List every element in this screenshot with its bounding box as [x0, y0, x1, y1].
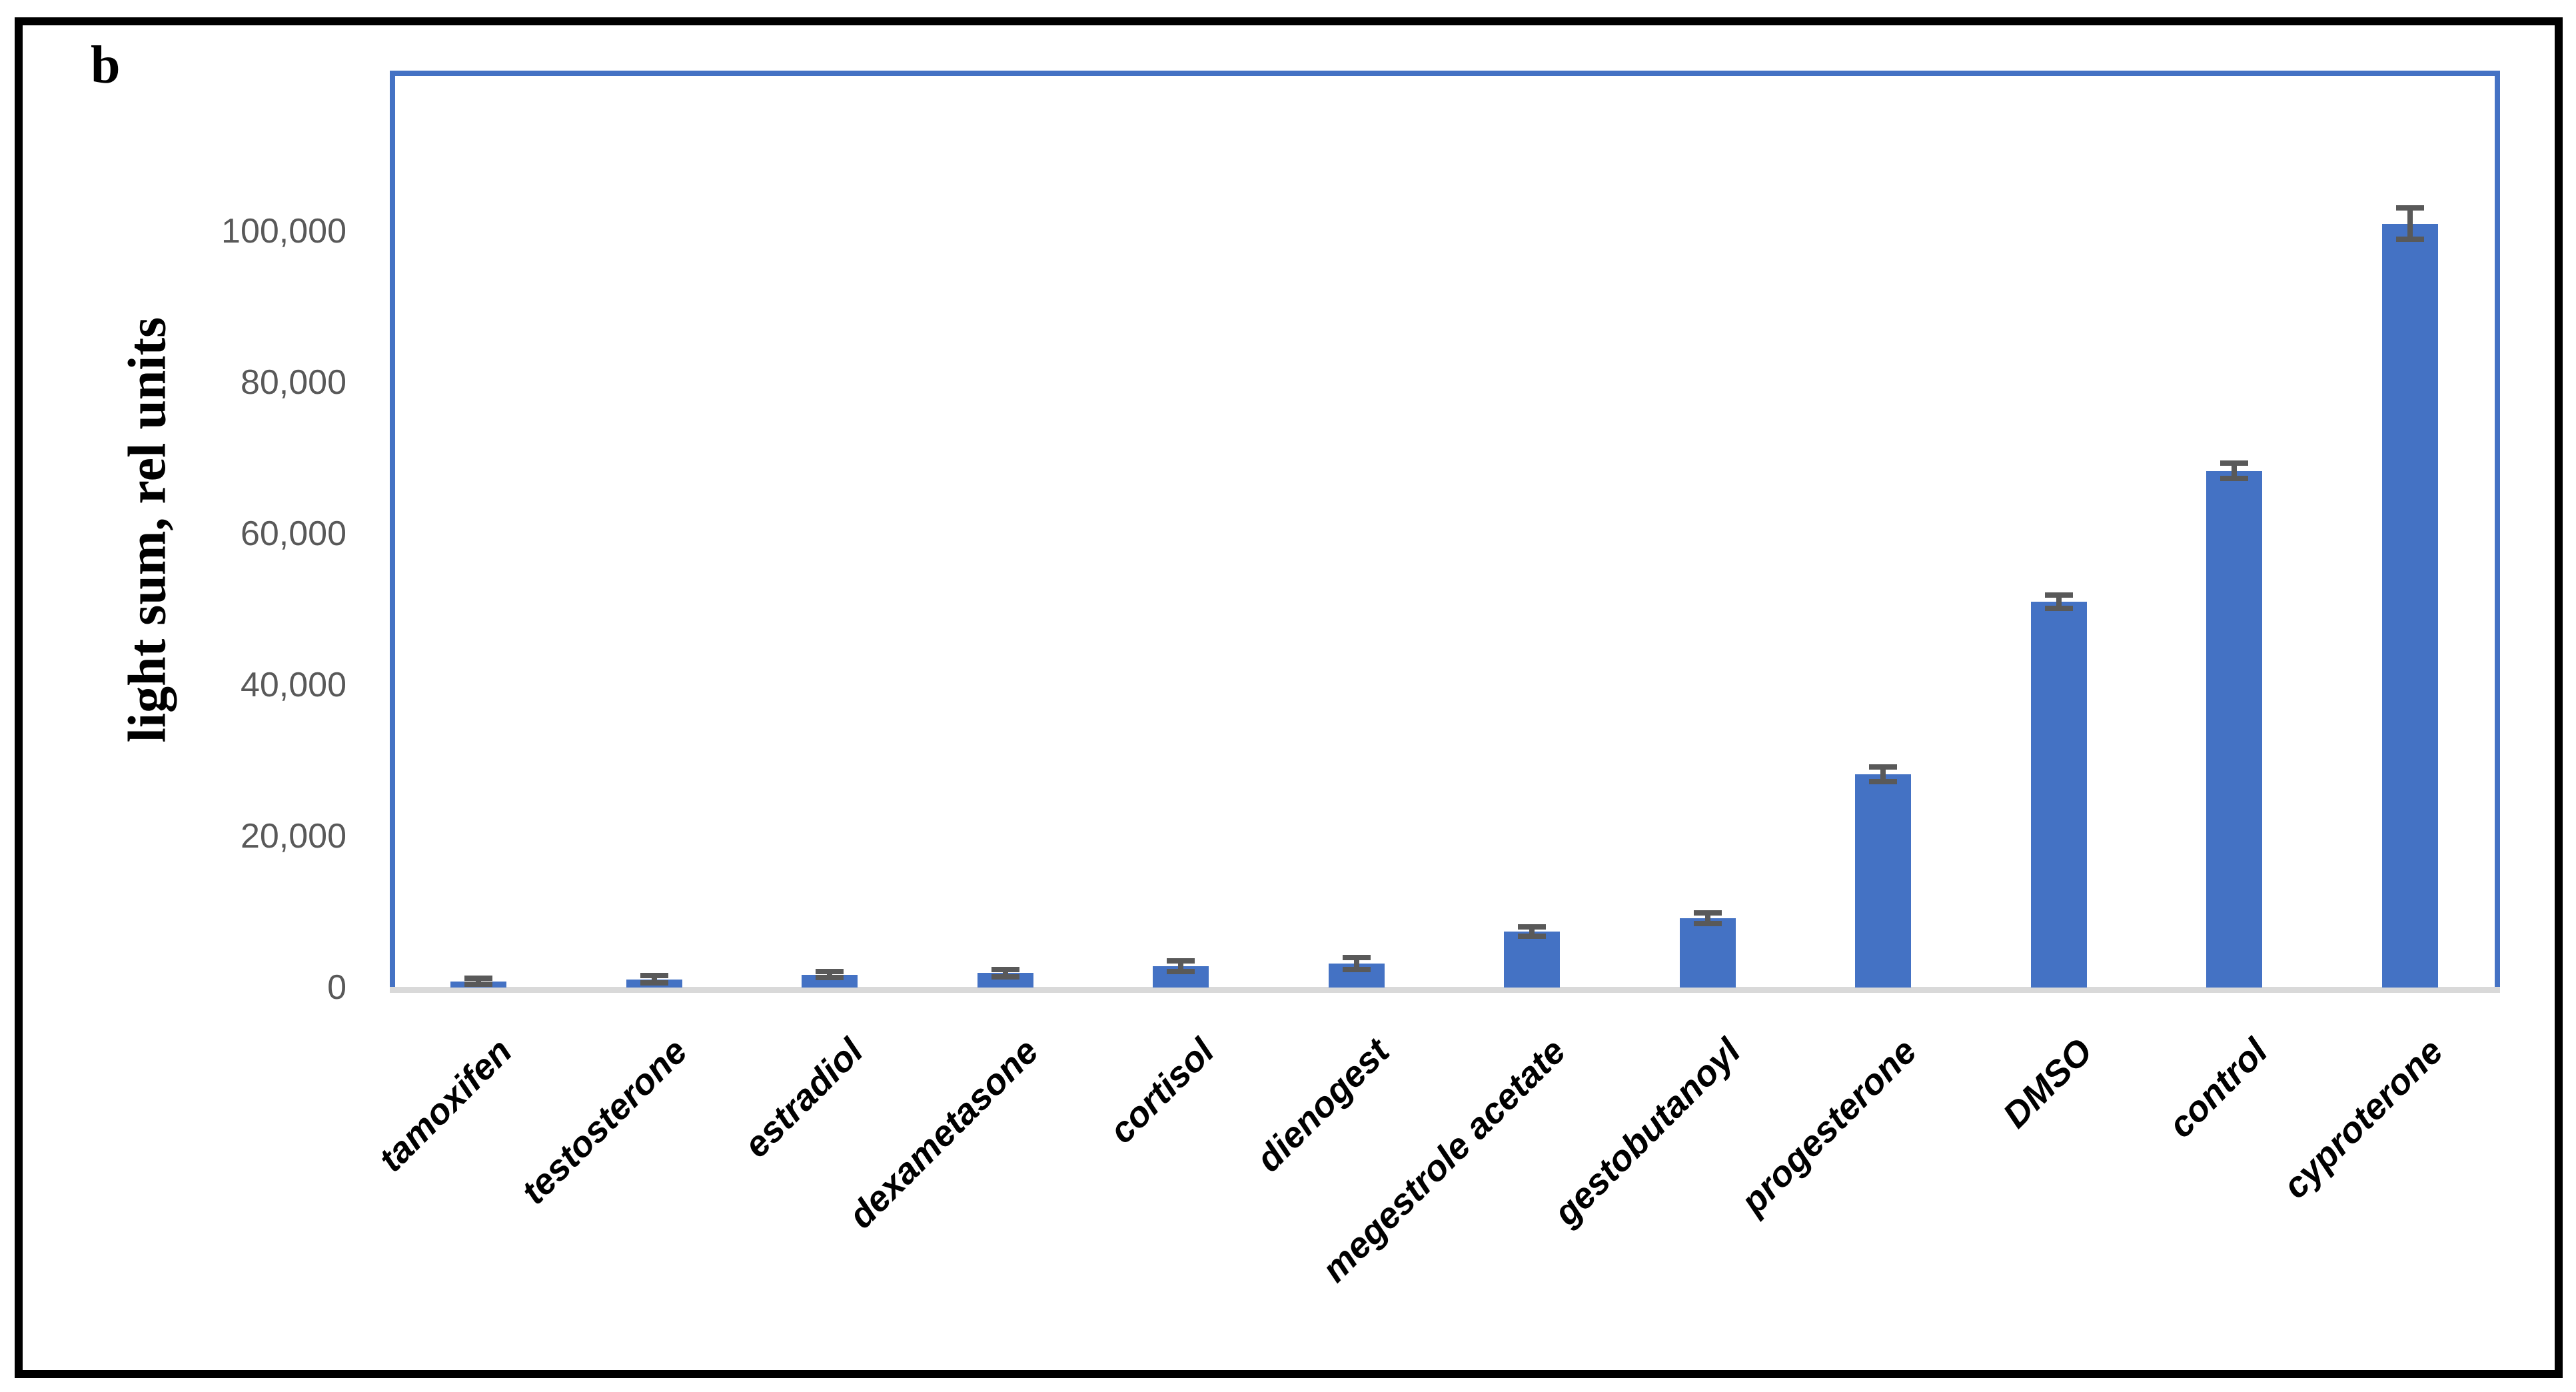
- x-axis-line: [390, 987, 2500, 993]
- y-tick-label: 40,000: [240, 666, 346, 704]
- error-bar-cap-top: [1342, 954, 1371, 960]
- bar: [2206, 470, 2262, 988]
- error-bar-stem: [2407, 207, 2413, 240]
- y-tick-label: 80,000: [240, 363, 346, 402]
- error-bar-stem: [2232, 463, 2237, 479]
- plot-area-border: [390, 71, 2500, 988]
- y-tick-label: 100,000: [221, 212, 346, 251]
- panel-label: b: [91, 36, 121, 95]
- error-bar-cap-bottom: [1342, 966, 1371, 972]
- error-bar-cap-bottom: [1693, 920, 1722, 926]
- bar: [1504, 932, 1560, 988]
- error-bar-cap-bottom: [2220, 476, 2248, 482]
- error-bar-stem: [1704, 912, 1710, 924]
- y-tick-label: 0: [327, 968, 346, 1007]
- error-bar-cap-top: [1167, 958, 1195, 964]
- error-bar-stem: [476, 978, 481, 985]
- error-bar-cap-top: [1518, 924, 1546, 930]
- error-bar-cap-top: [991, 966, 1019, 972]
- error-bar-cap-top: [2395, 205, 2424, 211]
- error-bar-cap-top: [1693, 910, 1722, 916]
- error-bar-cap-bottom: [2044, 606, 2073, 612]
- error-bar-stem: [651, 975, 657, 984]
- bar: [1855, 774, 1911, 988]
- figure-outer-border: [15, 17, 2563, 1378]
- error-bar-cap-bottom: [1518, 933, 1546, 939]
- y-tick-label: 60,000: [240, 514, 346, 553]
- error-bar-cap-bottom: [640, 980, 668, 986]
- error-bar-stem: [1880, 766, 1886, 782]
- y-tick-label: 20,000: [240, 817, 346, 856]
- bar: [2030, 602, 2087, 988]
- bar: [1679, 918, 1736, 988]
- error-bar-cap-bottom: [991, 974, 1019, 980]
- error-bar-cap-bottom: [1167, 969, 1195, 975]
- error-bar-cap-top: [2220, 460, 2248, 466]
- error-bar-stem: [2056, 594, 2062, 609]
- error-bar-stem: [1353, 957, 1359, 970]
- error-bar-cap-bottom: [1869, 779, 1897, 785]
- error-bar-cap-top: [464, 976, 492, 982]
- error-bar-cap-top: [816, 969, 844, 975]
- bar: [2381, 223, 2438, 988]
- error-bar-cap-bottom: [2395, 237, 2424, 243]
- error-bar-cap-bottom: [816, 975, 844, 981]
- error-bar-stem: [1002, 969, 1008, 978]
- error-bar-stem: [1529, 927, 1535, 936]
- error-bar-cap-bottom: [464, 982, 492, 988]
- error-bar-cap-top: [2044, 592, 2073, 598]
- error-bar-stem: [1178, 961, 1183, 972]
- error-bar-stem: [827, 972, 832, 978]
- error-bar-cap-top: [640, 972, 668, 978]
- error-bar-cap-top: [1869, 764, 1897, 770]
